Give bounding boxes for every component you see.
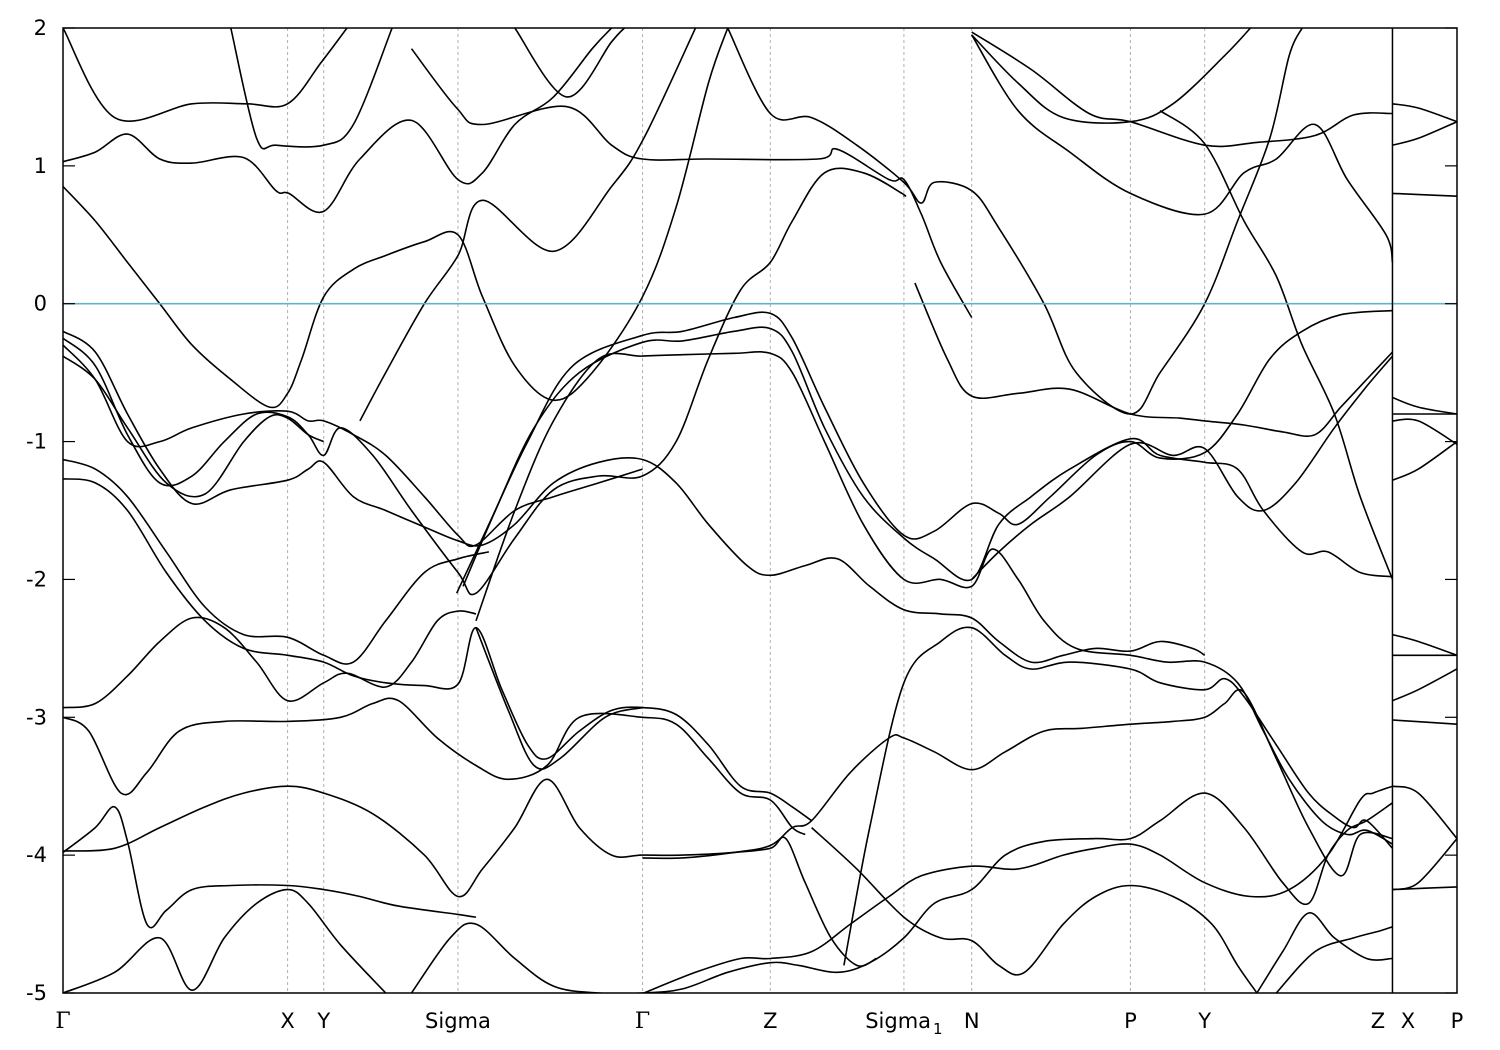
- band-line: [1392, 440, 1457, 481]
- y-axis-ticks: 2 1 0 -1 -2 -3 -4 -5: [26, 16, 1457, 1005]
- band-line: [1392, 633, 1457, 657]
- band-line: [971, 31, 1393, 148]
- high-symmetry-grid: [287, 28, 1393, 993]
- band-line: [410, 792, 1393, 993]
- x-tick-label: P: [1124, 1009, 1137, 1033]
- band-line: [843, 626, 1394, 966]
- band-line: [359, 28, 697, 422]
- band-line: [643, 785, 1393, 993]
- x-tick-label: Y: [316, 1009, 330, 1033]
- band-line: [455, 309, 1393, 594]
- band-line: [63, 28, 613, 214]
- x-tick-subscript: 1: [933, 1020, 943, 1038]
- band-line: [475, 351, 1393, 845]
- x-tick-label: Γ: [635, 1009, 650, 1034]
- band-line: [642, 688, 1393, 877]
- band-line: [971, 355, 1394, 580]
- band-line: [63, 806, 477, 929]
- y-tick-label: 2: [34, 16, 47, 40]
- x-tick-label: Z: [1371, 1009, 1385, 1033]
- x-tick-label: Γ: [55, 1009, 70, 1034]
- x-tick-label: Z: [763, 1009, 777, 1033]
- band-line: [410, 48, 973, 318]
- x-tick-label: Y: [1197, 1009, 1211, 1033]
- band-line: [230, 28, 393, 150]
- y-tick-label: -1: [26, 430, 47, 454]
- band-line: [1392, 396, 1457, 415]
- band-line: [63, 28, 729, 409]
- band-line: [1392, 785, 1457, 840]
- band-line: [63, 355, 325, 498]
- band-line: [63, 478, 813, 822]
- band-line: [63, 28, 348, 123]
- x-axis-ticks: Γ X Y Sigma Γ Z Sigma 1 N P Y Z X P: [55, 1009, 1463, 1038]
- band-line: [63, 458, 490, 665]
- band-line: [914, 282, 1394, 438]
- band-line: [1256, 912, 1393, 993]
- band-line: [1392, 192, 1457, 197]
- y-tick-label: 0: [34, 292, 47, 316]
- y-tick-label: -3: [26, 705, 47, 729]
- band-line: [63, 330, 1206, 664]
- band-line: [1275, 926, 1393, 993]
- x-tick-label: Sigma: [425, 1009, 491, 1033]
- x-tick-label: X: [280, 1009, 294, 1033]
- band-line: [1392, 838, 1457, 891]
- band-line: [1392, 719, 1457, 725]
- band-line: [726, 28, 1303, 415]
- band-line: [462, 326, 1393, 587]
- y-tick-label: -5: [26, 981, 47, 1005]
- band-line: [63, 167, 907, 596]
- band-line: [475, 627, 643, 770]
- y-tick-label: -2: [26, 567, 47, 591]
- y-tick-label: -4: [26, 843, 47, 867]
- band-line: [1392, 668, 1457, 702]
- x-tick-label: P: [1451, 1009, 1464, 1033]
- plot-frame: [62, 27, 1458, 994]
- band-line: [1159, 110, 1394, 580]
- band-line: [63, 610, 477, 709]
- band-line: [811, 827, 1258, 993]
- x-tick-label: N: [964, 1009, 980, 1033]
- x-tick-main: Sigma: [865, 1009, 931, 1033]
- band-line: [1392, 120, 1457, 146]
- band-line: [1392, 418, 1457, 445]
- x-tick-label: X: [1401, 1009, 1415, 1033]
- band-line: [1392, 103, 1457, 123]
- band-line: [971, 34, 1394, 263]
- band-line: [63, 344, 643, 548]
- band-line: [971, 28, 1252, 124]
- band-line: [1392, 886, 1457, 891]
- y-tick-label: 1: [34, 154, 47, 178]
- band-line: [514, 28, 626, 98]
- x-tick-label: Sigma 1: [865, 1009, 942, 1038]
- band-lines: [63, 28, 1457, 993]
- band-line: [63, 778, 877, 967]
- band-line: [63, 697, 806, 836]
- band-line: [63, 888, 387, 993]
